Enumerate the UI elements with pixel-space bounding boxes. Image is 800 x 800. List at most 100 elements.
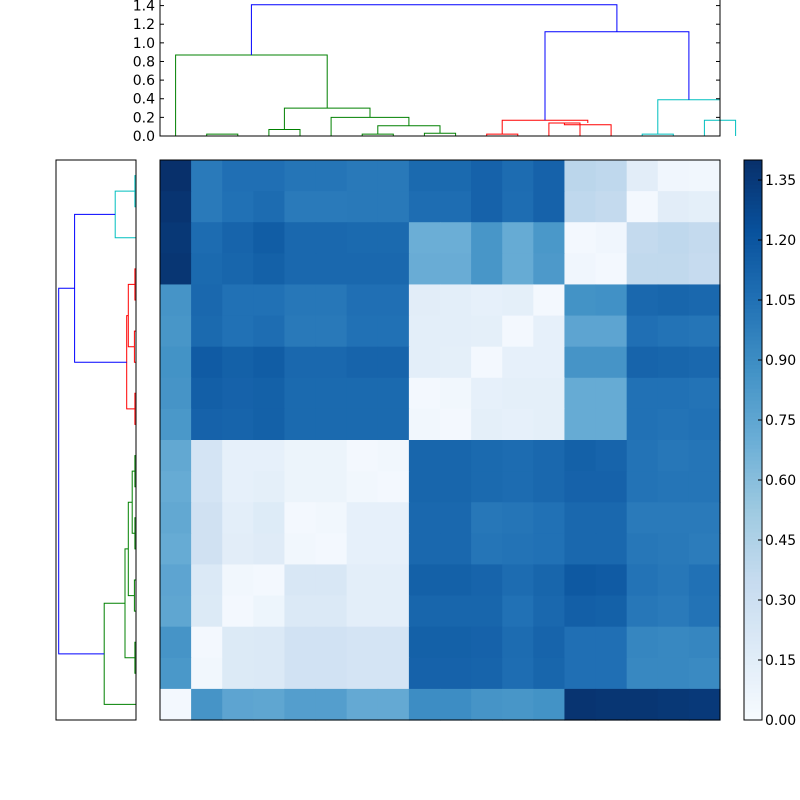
heatmap-cell: [626, 626, 659, 659]
colorbar-segment: [744, 544, 762, 549]
colorbar-segment: [744, 180, 762, 185]
heatmap-cell: [626, 440, 659, 472]
colorbar-segment: [744, 528, 762, 533]
y-tick-label: 1.2: [133, 17, 155, 33]
heatmap-cell: [346, 253, 379, 286]
heatmap-cell: [408, 253, 441, 286]
heatmap-cell: [160, 253, 192, 286]
colorbar-segment: [744, 416, 762, 421]
heatmap-cell: [408, 471, 441, 503]
heatmap-cell: [377, 564, 410, 597]
colorbar-segment: [744, 308, 762, 313]
heatmap-cell: [533, 284, 566, 317]
heatmap-cell: [408, 533, 441, 566]
heatmap-cell: [471, 688, 503, 721]
colorbar-segment: [744, 428, 762, 433]
heatmap-cell: [346, 284, 379, 317]
colorbar-segment: [744, 244, 762, 249]
heatmap-cell: [160, 440, 192, 472]
heatmap-cell: [502, 626, 534, 659]
heatmap-cell: [377, 160, 410, 192]
heatmap-cell: [502, 533, 534, 566]
heatmap-cell: [377, 440, 410, 472]
dendrogram-link: [330, 116, 410, 136]
heatmap-cell: [502, 657, 534, 690]
heatmap-cell: [253, 564, 286, 597]
colorbar-segment: [744, 612, 762, 617]
heatmap-cell: [253, 471, 286, 503]
heatmap-cell: [191, 222, 223, 254]
heatmap-cell: [408, 657, 441, 690]
heatmap-cell: [502, 564, 534, 597]
dendrogram-link: [544, 31, 690, 121]
heatmap-cell: [222, 626, 254, 659]
colorbar-segment: [744, 452, 762, 457]
colorbar-segment: [744, 576, 762, 581]
heatmap-cell: [657, 626, 690, 659]
heatmap-cell: [533, 440, 566, 472]
colorbar-segment: [744, 296, 762, 301]
heatmap-cell: [471, 253, 503, 286]
colorbar-segment: [744, 204, 762, 209]
heatmap-cell: [626, 191, 659, 223]
heatmap-cell: [564, 688, 597, 721]
heatmap-cell: [222, 377, 254, 410]
heatmap-cell: [595, 346, 628, 379]
heatmap-cell: [595, 253, 628, 286]
heatmap-cell: [315, 595, 348, 628]
heatmap-cell: [688, 502, 721, 534]
heatmap-cell: [564, 564, 597, 597]
heatmap-cell: [595, 626, 628, 659]
colorbar-segment: [744, 600, 762, 605]
heatmap-cell: [191, 595, 223, 628]
dendrogram-link: [103, 602, 136, 705]
top-dendrogram-frame: [159, 0, 721, 137]
colorbar-segment: [744, 468, 762, 473]
heatmap-cell: [440, 688, 472, 721]
colorbar-segment: [744, 540, 762, 545]
colorbar-segment: [744, 572, 762, 577]
colorbar-tick-label: 0.45: [765, 533, 796, 549]
colorbar-segment: [744, 564, 762, 569]
heatmap-cell: [284, 408, 317, 441]
colorbar-segment: [744, 648, 762, 653]
colorbar-segment: [744, 444, 762, 449]
colorbar-segment: [744, 304, 762, 309]
heatmap-cell: [626, 595, 659, 628]
heatmap-cell: [440, 346, 472, 379]
colorbar-segment: [744, 508, 762, 513]
heatmap-cell: [657, 191, 690, 223]
heatmap-cell: [191, 688, 223, 721]
heatmap-cell: [191, 408, 223, 441]
colorbar-segment: [744, 496, 762, 501]
heatmap-cell: [533, 315, 566, 348]
heatmap-cell: [346, 626, 379, 659]
heatmap-cell: [377, 502, 410, 534]
colorbar-segment: [744, 596, 762, 601]
colorbar-segment: [744, 392, 762, 397]
colorbar-segment: [744, 332, 762, 337]
colorbar-segment: [744, 372, 762, 377]
colorbar-segment: [744, 476, 762, 481]
colorbar-segment: [744, 360, 762, 365]
colorbar-segment: [744, 248, 762, 253]
heatmap-cell: [315, 346, 348, 379]
heatmap-cell: [222, 191, 254, 223]
colorbar-segment: [744, 260, 762, 265]
colorbar-segment: [744, 364, 762, 369]
colorbar-segment: [744, 520, 762, 525]
heatmap-cell: [408, 502, 441, 534]
heatmap-cell: [346, 533, 379, 566]
colorbar-tick-label: 0.75: [765, 413, 796, 429]
colorbar-segment: [744, 628, 762, 633]
heatmap-cell: [346, 160, 379, 192]
heatmap-cell: [688, 564, 721, 597]
heatmap-cell: [284, 688, 317, 721]
colorbar-segment: [744, 412, 762, 417]
heatmap-cell: [440, 284, 472, 317]
heatmap-cell: [502, 346, 534, 379]
colorbar-segment: [744, 704, 762, 709]
heatmap-cell: [502, 284, 534, 317]
heatmap-cell: [284, 377, 317, 410]
